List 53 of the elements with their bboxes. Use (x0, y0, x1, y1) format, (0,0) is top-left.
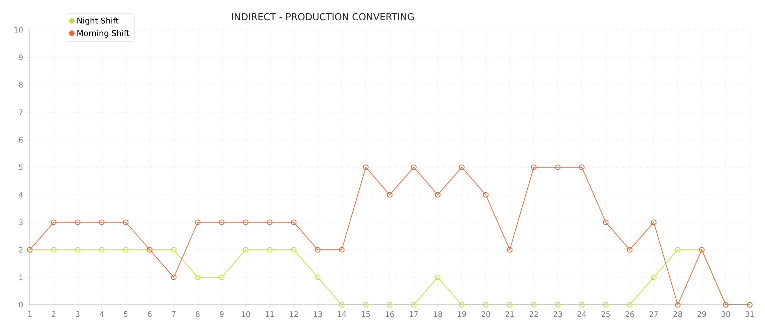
point (75, 220, 81, 226)
point (387, 302, 393, 308)
point (99, 220, 105, 226)
point (291, 220, 297, 226)
point (123, 220, 129, 226)
point (579, 164, 585, 170)
point (675, 247, 681, 253)
point (219, 220, 225, 226)
point (267, 247, 273, 253)
point (507, 302, 513, 308)
point (483, 302, 489, 308)
point (267, 220, 273, 226)
point (99, 247, 105, 253)
point (51, 220, 57, 226)
point (651, 220, 657, 226)
point (195, 274, 201, 280)
point (435, 192, 441, 198)
point (339, 247, 345, 253)
point (171, 247, 177, 253)
point (363, 164, 369, 170)
point (411, 164, 417, 170)
point (483, 192, 489, 198)
point (243, 247, 249, 253)
point (243, 220, 249, 226)
point (603, 302, 609, 308)
point (339, 302, 345, 308)
point (603, 220, 609, 226)
point (507, 247, 513, 253)
point (51, 247, 57, 253)
point (195, 220, 201, 226)
point (531, 302, 537, 308)
point (675, 302, 681, 308)
point (363, 302, 369, 308)
point (627, 302, 633, 308)
point (555, 164, 561, 170)
point (291, 247, 297, 253)
point (315, 274, 321, 280)
point (75, 247, 81, 253)
point (411, 302, 417, 308)
point (315, 247, 321, 253)
point (651, 274, 657, 280)
point (579, 302, 585, 308)
point (219, 274, 225, 280)
point (627, 247, 633, 253)
point (459, 164, 465, 170)
point (387, 192, 393, 198)
point (435, 274, 441, 280)
point (171, 274, 177, 280)
point (555, 302, 561, 308)
chart-title: INDIRECT - PRODUCTION CONVERTING (232, 13, 414, 21)
point (531, 164, 537, 170)
point (123, 247, 129, 253)
point (459, 302, 465, 308)
